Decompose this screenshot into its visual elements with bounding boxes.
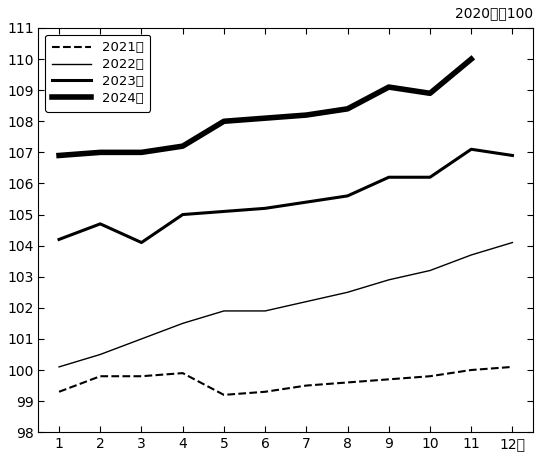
- Line: 2024年: 2024年: [59, 59, 471, 155]
- Line: 2021年: 2021年: [59, 367, 512, 395]
- 2023年: [386, 174, 392, 180]
- Text: 2020年＝100: 2020年＝100: [455, 6, 533, 20]
- 2023年: [345, 193, 351, 199]
- 2024年: [468, 56, 475, 62]
- 2022年: [138, 336, 145, 342]
- 2021年: [427, 373, 433, 379]
- 2021年: [138, 373, 145, 379]
- 2022年: [468, 252, 475, 258]
- 2023年: [262, 206, 268, 211]
- 2022年: [303, 299, 309, 305]
- 2021年: [468, 367, 475, 373]
- 2021年: [221, 392, 227, 398]
- 2021年: [509, 364, 516, 370]
- 2024年: [56, 153, 62, 158]
- 2021年: [179, 371, 186, 376]
- 2021年: [386, 376, 392, 382]
- 2021年: [56, 389, 62, 394]
- 2022年: [427, 268, 433, 273]
- 2021年: [97, 373, 104, 379]
- 2023年: [509, 153, 516, 158]
- 2022年: [386, 277, 392, 283]
- 2022年: [345, 289, 351, 295]
- 2024年: [386, 84, 392, 90]
- 2022年: [179, 321, 186, 326]
- 2023年: [56, 237, 62, 242]
- 2024年: [138, 150, 145, 155]
- 2023年: [97, 221, 104, 227]
- 2023年: [468, 147, 475, 152]
- 2023年: [303, 199, 309, 205]
- 2024年: [97, 150, 104, 155]
- 2024年: [179, 143, 186, 149]
- 2024年: [262, 115, 268, 121]
- 2021年: [262, 389, 268, 394]
- 2022年: [509, 240, 516, 245]
- 2021年: [303, 383, 309, 388]
- 2023年: [138, 240, 145, 245]
- 2024年: [303, 112, 309, 118]
- 2023年: [221, 209, 227, 214]
- 2023年: [427, 174, 433, 180]
- 2022年: [221, 308, 227, 314]
- 2024年: [345, 106, 351, 112]
- 2023年: [179, 212, 186, 217]
- 2022年: [97, 352, 104, 357]
- 2022年: [262, 308, 268, 314]
- 2022年: [56, 364, 62, 370]
- 2024年: [221, 119, 227, 124]
- Line: 2023年: 2023年: [59, 149, 512, 243]
- 2024年: [427, 91, 433, 96]
- Legend: 2021年, 2022年, 2023年, 2024年: 2021年, 2022年, 2023年, 2024年: [45, 35, 150, 112]
- Line: 2022年: 2022年: [59, 243, 512, 367]
- 2021年: [345, 380, 351, 385]
